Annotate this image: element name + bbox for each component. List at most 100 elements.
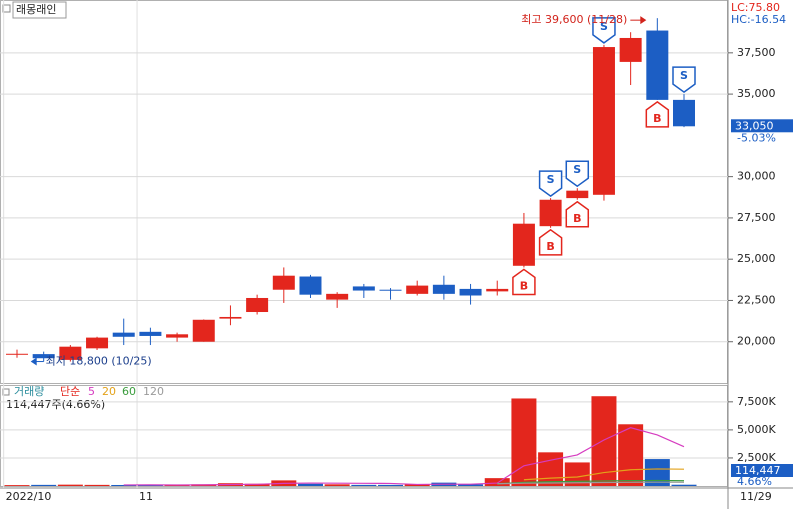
last-volume-box: [731, 464, 793, 477]
candle-body: [512, 223, 535, 266]
candle-body: [406, 285, 429, 294]
lc-label: LC:75.80: [731, 1, 780, 14]
y-tick-label: 30,000: [737, 170, 776, 183]
legend-ma: 120: [143, 385, 164, 398]
volume-bar: [297, 483, 323, 486]
volume-bar: [84, 484, 110, 486]
volume-bar: [484, 478, 510, 486]
volume-bar: [591, 396, 617, 486]
volume-icon: [2, 388, 10, 396]
sell-label: S: [547, 173, 555, 186]
candle-body: [673, 99, 695, 127]
candle-body: [32, 354, 55, 359]
sell-label: S: [680, 69, 688, 82]
volume-bar: [164, 485, 190, 486]
sell-marker: [538, 170, 563, 198]
legend-ma: 5: [88, 385, 95, 398]
candle-body: [139, 331, 162, 336]
volume-bar: [538, 452, 564, 486]
volume-bar: [618, 424, 644, 486]
ma-line: [497, 481, 685, 485]
volume-bar: [111, 484, 137, 486]
volume-bar: [671, 484, 697, 486]
sell-label: S: [600, 20, 608, 33]
ma-line: [497, 479, 685, 485]
volume-bar: [511, 398, 537, 486]
y-tick-label: 27,500: [737, 211, 776, 224]
candle-body: [486, 288, 509, 292]
last-volume-label: 114,447: [735, 464, 781, 477]
candle-body: [246, 297, 269, 313]
candle-body: [192, 319, 215, 342]
volume-bar: [644, 459, 670, 486]
y-tick-label: 5,000K: [737, 423, 776, 436]
current-date: 11/29: [740, 490, 772, 503]
candle-body: [86, 337, 109, 349]
sell-marker: [565, 160, 590, 188]
y-tick-label: 20,000: [737, 335, 776, 348]
candle-body: [379, 289, 402, 291]
candle-body: [219, 316, 242, 319]
low-annotation: 최저 18,800 (10/25): [46, 355, 152, 368]
candle-body: [352, 286, 375, 291]
candle-body: [432, 284, 455, 294]
candle-body: [646, 30, 669, 100]
candle-body: [539, 199, 562, 227]
volume-bar: [378, 484, 404, 486]
legend-ma: 60: [122, 385, 136, 398]
ma-line: [123, 427, 685, 486]
high-arrow-head: [640, 16, 647, 25]
sell-marker: [592, 17, 616, 44]
volume-info: 114,447주(4.66%): [6, 398, 105, 411]
candle-body: [6, 353, 28, 355]
candle-body: [566, 190, 589, 199]
last-volume-ratio: 4.66%: [737, 475, 772, 488]
candle-body: [112, 332, 135, 337]
volume-bar: [57, 484, 83, 486]
buy-marker: [538, 228, 563, 256]
candle-body: [326, 293, 349, 300]
volume-bar: [351, 484, 377, 486]
candle-body: [59, 346, 82, 360]
volume-bar: [137, 485, 163, 486]
volume-bar: [458, 484, 484, 486]
legend-volume: 거래량: [14, 385, 44, 398]
chart-title: 래몽래인: [16, 3, 56, 16]
candle-body: [592, 47, 615, 195]
ma-line: [523, 468, 685, 481]
volume-bar: [31, 484, 57, 486]
legend-ma: 20: [102, 385, 116, 398]
high-annotation: 최고 39,600 (11/28): [521, 13, 627, 26]
sell-label: S: [573, 163, 581, 176]
buy-label: B: [653, 112, 661, 125]
buy-label: B: [573, 212, 581, 225]
volume-bar: [324, 484, 350, 486]
last-price-label: 33,050: [735, 119, 774, 132]
candle-body: [272, 275, 295, 290]
title-icon: [2, 4, 11, 13]
buy-label: B: [546, 240, 554, 253]
volume-bar: [564, 462, 590, 486]
x-tick-label: 2022/10: [6, 490, 52, 503]
y-tick-label: 2,500K: [737, 451, 776, 464]
y-tick-label: 37,500: [737, 46, 776, 59]
legend-ma-label: 단순: [60, 385, 80, 398]
title-box: [12, 1, 67, 19]
change-label: -5.03%: [737, 131, 776, 144]
candle-body: [619, 37, 642, 62]
buy-marker: [565, 200, 590, 228]
candle-body: [459, 288, 482, 296]
low-arrow-head: [30, 357, 37, 366]
hc-label: HC:-16.54: [731, 13, 786, 26]
y-tick-label: 25,000: [737, 252, 776, 265]
y-tick-label: 22,500: [737, 293, 776, 306]
buy-marker: [645, 100, 670, 128]
last-price-box: [731, 119, 793, 133]
sell-marker: [672, 66, 696, 94]
candle-body: [166, 334, 189, 338]
candle-body: [299, 276, 322, 295]
x-tick-label: 11: [139, 490, 153, 503]
y-tick-label: 7,500K: [737, 395, 776, 408]
